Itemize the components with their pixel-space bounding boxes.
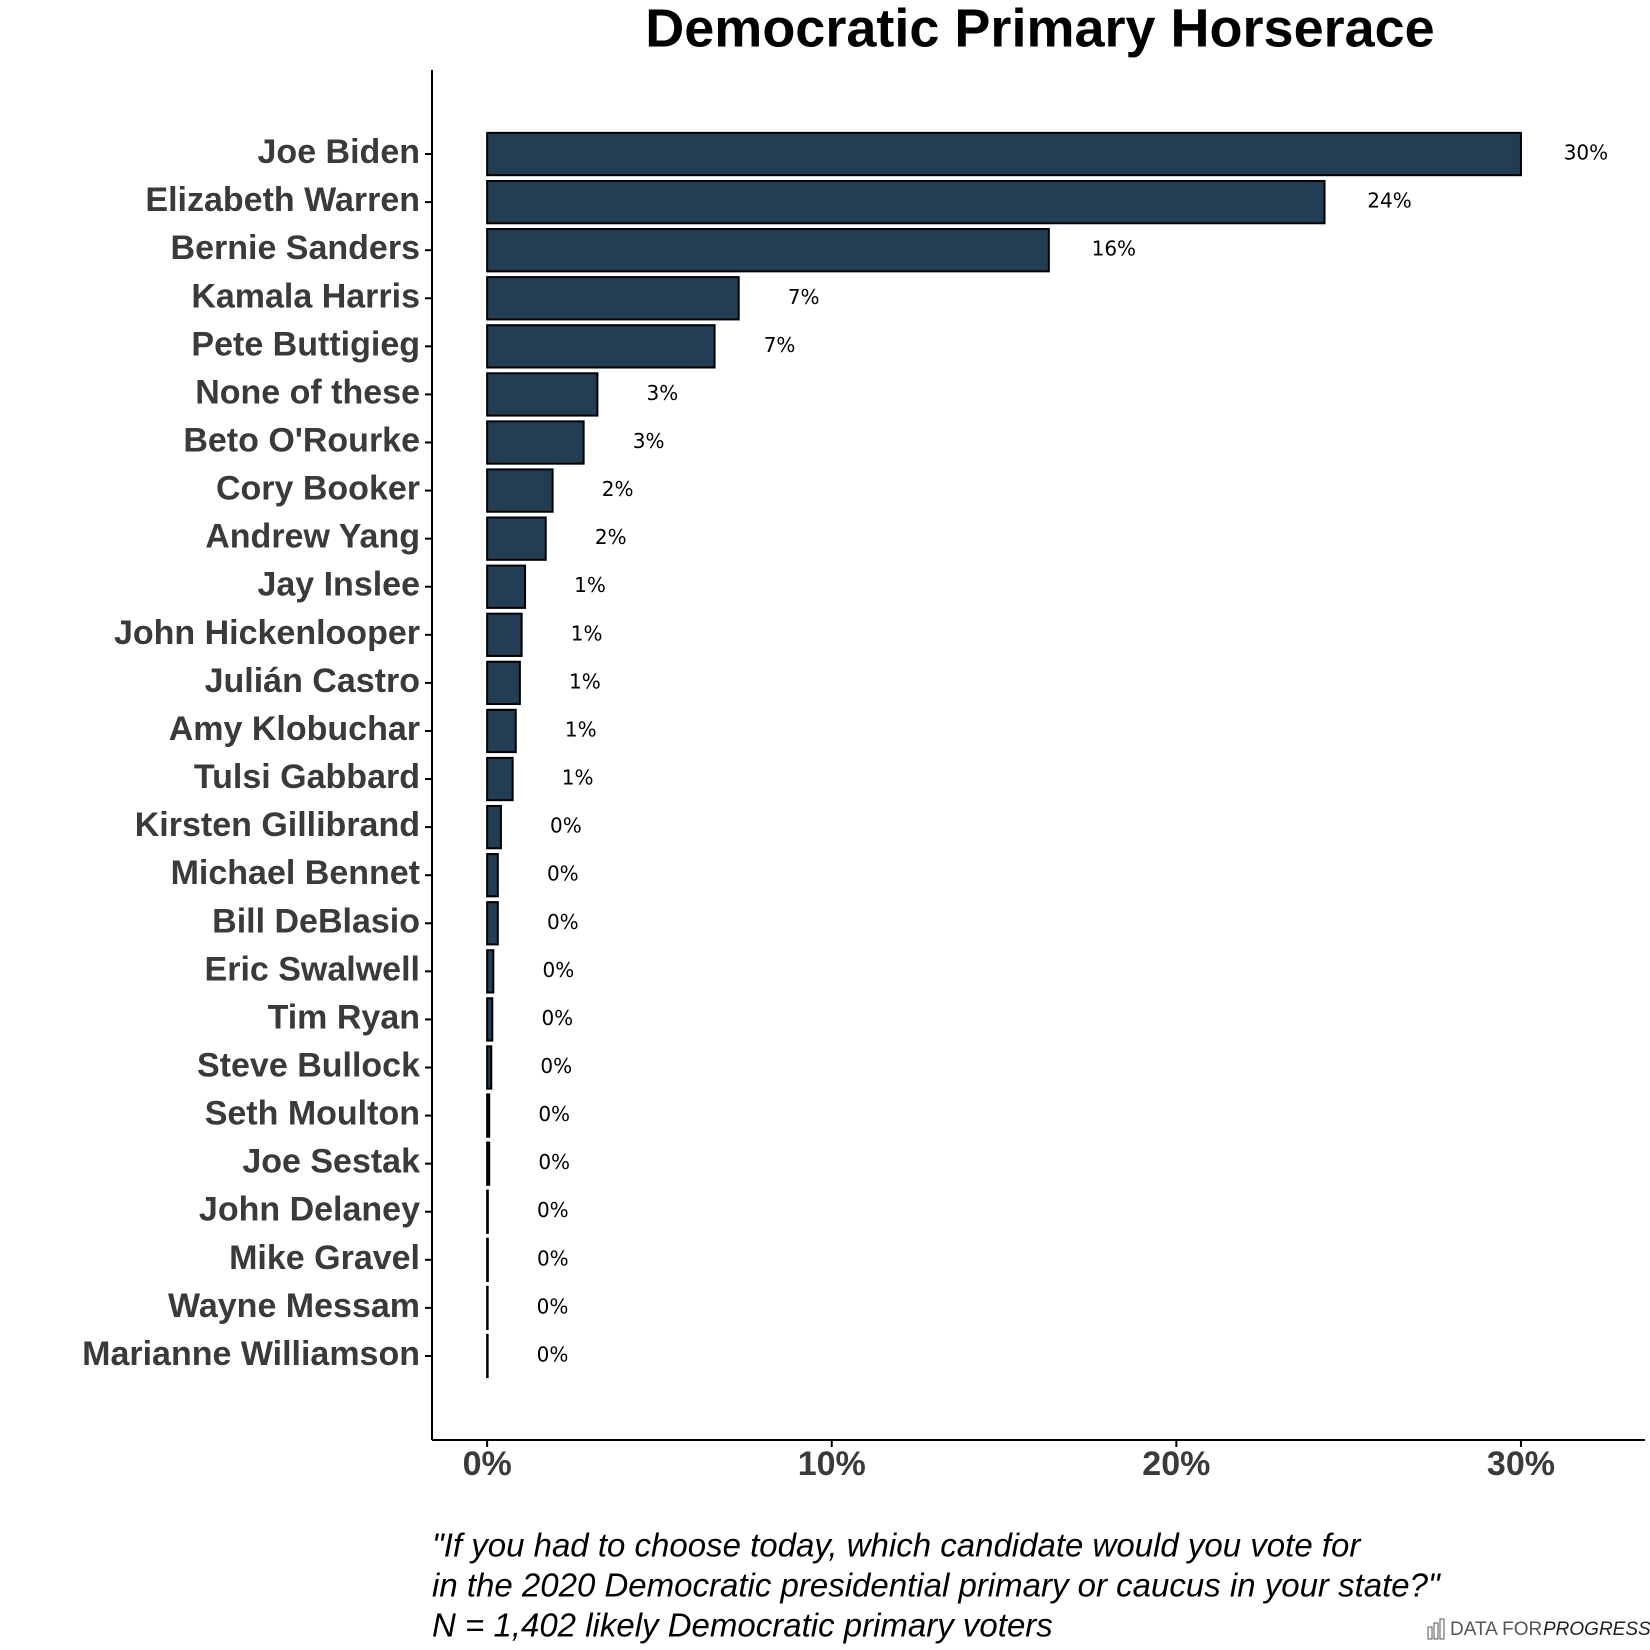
y-tick-label: Bernie Sanders	[171, 229, 420, 267]
logo-icon	[1439, 1618, 1445, 1640]
bar	[486, 853, 499, 898]
bar	[486, 276, 740, 321]
value-label: 1%	[574, 573, 606, 597]
y-tick-label: Julián Castro	[205, 662, 420, 700]
y-tick-label: John Hickenlooper	[114, 614, 420, 652]
value-label: 3%	[647, 381, 679, 405]
value-label: 2%	[602, 477, 634, 501]
brand-text: PROGRESS	[1543, 1619, 1650, 1640]
bar	[486, 131, 1522, 177]
y-tick-label: Steve Bullock	[197, 1046, 420, 1084]
value-label: 1%	[562, 766, 594, 790]
bar	[486, 1285, 489, 1331]
y-tick-label: Joe Sestak	[242, 1143, 420, 1181]
value-label: 1%	[571, 621, 603, 645]
value-label: 0%	[547, 910, 579, 934]
bar	[486, 997, 494, 1042]
value-label: 0%	[538, 1102, 570, 1126]
y-tick-label: John Delaney	[199, 1191, 420, 1229]
value-label: 0%	[537, 1294, 569, 1318]
bar	[486, 1333, 489, 1379]
y-tick-label: Wayne Messam	[168, 1287, 420, 1325]
y-tick-label: Michael Bennet	[171, 854, 420, 892]
y-tick-label: Seth Moulton	[205, 1095, 420, 1133]
bar	[486, 612, 523, 657]
bar	[486, 420, 585, 465]
value-label: 0%	[537, 1198, 569, 1222]
bar	[486, 756, 514, 802]
y-tick-label: Joe Biden	[258, 133, 420, 171]
y-tick-label: Pete Buttigieg	[191, 325, 420, 363]
x-tick-label: 0%	[463, 1445, 512, 1483]
bar	[486, 901, 499, 946]
bar	[486, 804, 502, 850]
y-tick-label: Bill DeBlasio	[212, 902, 420, 940]
x-tick-label: 20%	[1142, 1445, 1210, 1483]
bar	[486, 468, 554, 513]
chart-title: Democratic Primary Horserace	[645, 0, 1434, 58]
bar	[486, 949, 495, 994]
y-tick-label: Cory Booker	[216, 470, 420, 508]
bar	[486, 372, 599, 417]
brand: DATA FOR PROGRESS	[1427, 1618, 1650, 1640]
y-tick-label: None of these	[195, 373, 420, 411]
logo-icon	[1433, 1622, 1439, 1640]
x-tick-label: 10%	[798, 1445, 866, 1483]
bar	[486, 1189, 489, 1234]
y-tick-label: Marianne Williamson	[82, 1335, 420, 1373]
bar	[486, 1141, 491, 1186]
y-tick-label: Eric Swalwell	[205, 950, 420, 988]
value-label: 0%	[542, 958, 574, 982]
value-label: 1%	[565, 717, 597, 741]
brand-text: DATA FOR	[1450, 1619, 1542, 1640]
value-label: 30%	[1564, 141, 1608, 165]
bar	[486, 1093, 491, 1138]
x-tick-label: 30%	[1487, 1445, 1555, 1483]
bar	[486, 516, 547, 561]
bar	[486, 1045, 493, 1090]
value-label: 0%	[547, 862, 579, 886]
y-tick-label: Beto O'Rourke	[183, 421, 420, 459]
value-label: 0%	[538, 1150, 570, 1174]
value-label: 7%	[764, 333, 796, 357]
value-label: 0%	[550, 814, 582, 838]
value-label: 7%	[788, 285, 820, 309]
logo-icon	[1427, 1626, 1433, 1640]
bar	[486, 324, 716, 369]
value-label: 0%	[541, 1006, 573, 1030]
value-label: 0%	[537, 1246, 569, 1270]
y-tick-label: Kamala Harris	[191, 277, 420, 315]
y-tick-label: Jay Inslee	[257, 566, 420, 604]
value-label: 2%	[595, 525, 627, 549]
bar	[486, 660, 521, 706]
y-tick-label: Tulsi Gabbard	[194, 758, 420, 796]
bar	[486, 564, 527, 609]
y-tick-label: Kirsten Gillibrand	[135, 806, 420, 844]
caption: in the 2020 Democratic presidential prim…	[432, 1567, 1441, 1604]
y-tick-label: Andrew Yang	[205, 518, 420, 556]
y-tick-label: Amy Klobuchar	[169, 710, 420, 748]
bar	[486, 228, 1050, 273]
caption: "If you had to choose today, which candi…	[432, 1527, 1362, 1564]
caption: N = 1,402 likely Democratic primary vote…	[432, 1607, 1053, 1644]
value-label: 16%	[1092, 237, 1136, 261]
value-label: 3%	[633, 429, 665, 453]
y-tick-label: Elizabeth Warren	[145, 181, 420, 219]
bar	[486, 708, 517, 754]
value-label: 0%	[537, 1342, 569, 1366]
bar	[486, 179, 1326, 225]
bar	[486, 1237, 489, 1282]
value-label: 0%	[540, 1054, 572, 1078]
y-tick-label: Tim Ryan	[268, 998, 420, 1036]
value-label: 24%	[1367, 189, 1411, 213]
y-tick-label: Mike Gravel	[229, 1239, 420, 1277]
value-label: 1%	[569, 669, 601, 693]
